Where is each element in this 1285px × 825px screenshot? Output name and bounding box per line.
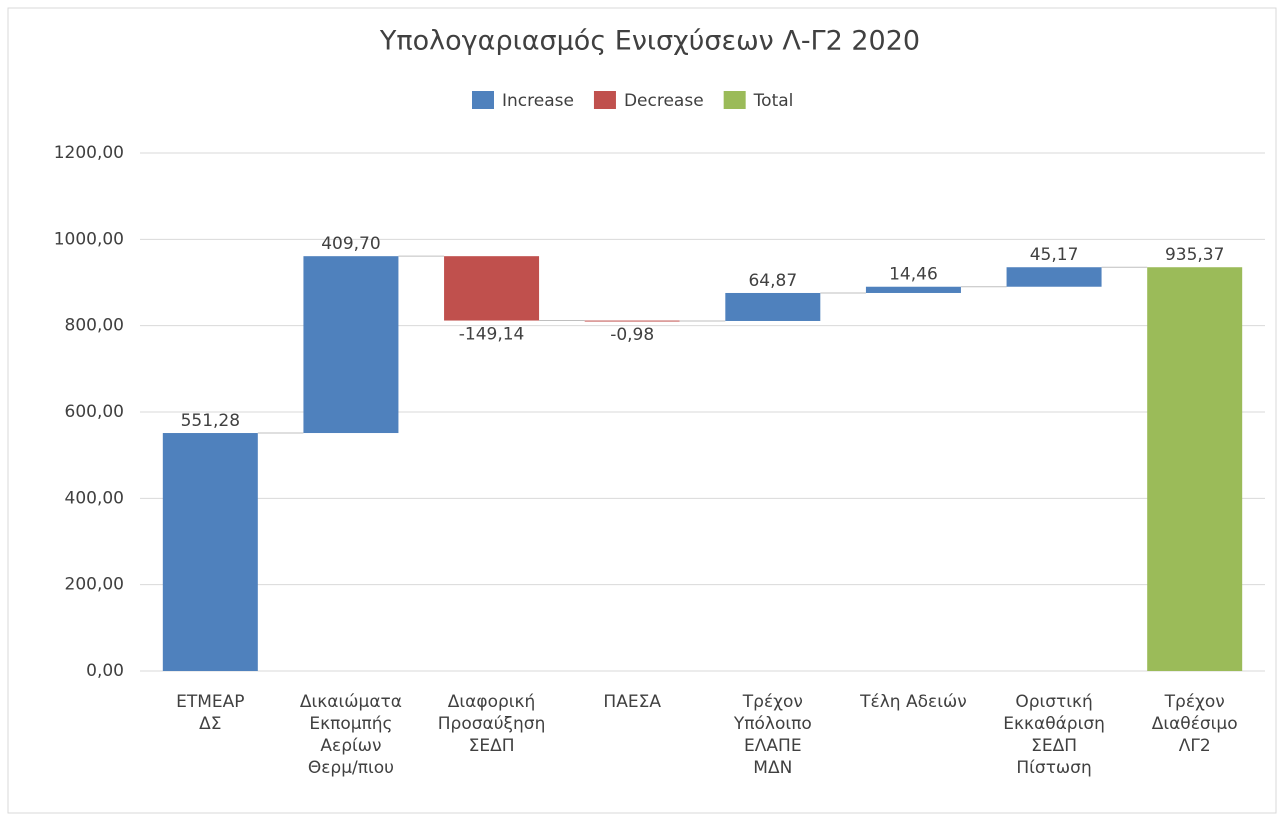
value-label: 45,17 xyxy=(1030,245,1079,265)
y-tick-label: 0,00 xyxy=(86,661,124,681)
x-tick-label: ΕΤΜΕΑΡ ΔΣ xyxy=(176,692,244,734)
value-label: 64,87 xyxy=(748,271,797,291)
value-label: 14,46 xyxy=(889,265,938,285)
x-tick-label: Τρέχον Διαθέσιμο ΛΓ2 xyxy=(1152,692,1238,756)
x-tick-label: Διαφορική Προσαύξηση ΣΕΔΠ xyxy=(438,692,546,756)
bar xyxy=(1147,267,1243,671)
x-tick-label: Τέλη Αδειών xyxy=(859,692,967,712)
y-tick-label: 1000,00 xyxy=(54,229,124,249)
value-label: 551,28 xyxy=(181,411,240,431)
bar xyxy=(1006,267,1102,287)
bar xyxy=(725,292,821,321)
bar xyxy=(865,286,961,293)
y-tick-label: 600,00 xyxy=(65,402,124,422)
y-tick-label: 200,00 xyxy=(65,575,124,595)
y-tick-label: 800,00 xyxy=(65,316,124,336)
legend-label: Decrease xyxy=(624,91,704,111)
legend-swatch xyxy=(593,91,616,109)
legend-swatch xyxy=(723,91,746,109)
value-label: -0,98 xyxy=(610,325,654,345)
x-tick-label: Δικαιώματα Εκπομπής Αερίων Θερμ/πιου xyxy=(300,692,402,778)
legend-label: Increase xyxy=(502,91,574,111)
chart-frame xyxy=(7,7,1277,814)
bar xyxy=(303,256,399,434)
value-label: 935,37 xyxy=(1165,245,1224,265)
bar xyxy=(162,433,258,671)
x-tick-label: Τρέχον Υπόλοιπο ΕΛΑΠΕ ΜΔΝ xyxy=(733,692,812,778)
bar xyxy=(444,256,540,321)
legend-swatch xyxy=(472,91,494,109)
y-tick-label: 1200,00 xyxy=(54,143,124,163)
value-label: -149,14 xyxy=(459,325,525,345)
x-tick-label: Οριστική Εκκαθάριση ΣΕΔΠ Πίστωση xyxy=(1003,692,1105,778)
y-tick-label: 400,00 xyxy=(65,488,124,508)
legend-label: Total xyxy=(753,91,794,111)
x-tick-label: ΠΑΕΣΑ xyxy=(603,692,661,712)
bar xyxy=(584,320,680,322)
value-label: 409,70 xyxy=(321,234,380,254)
chart-title: Υπολογαριασμός Ενισχύσεων Λ-Γ2 2020 xyxy=(379,26,920,57)
